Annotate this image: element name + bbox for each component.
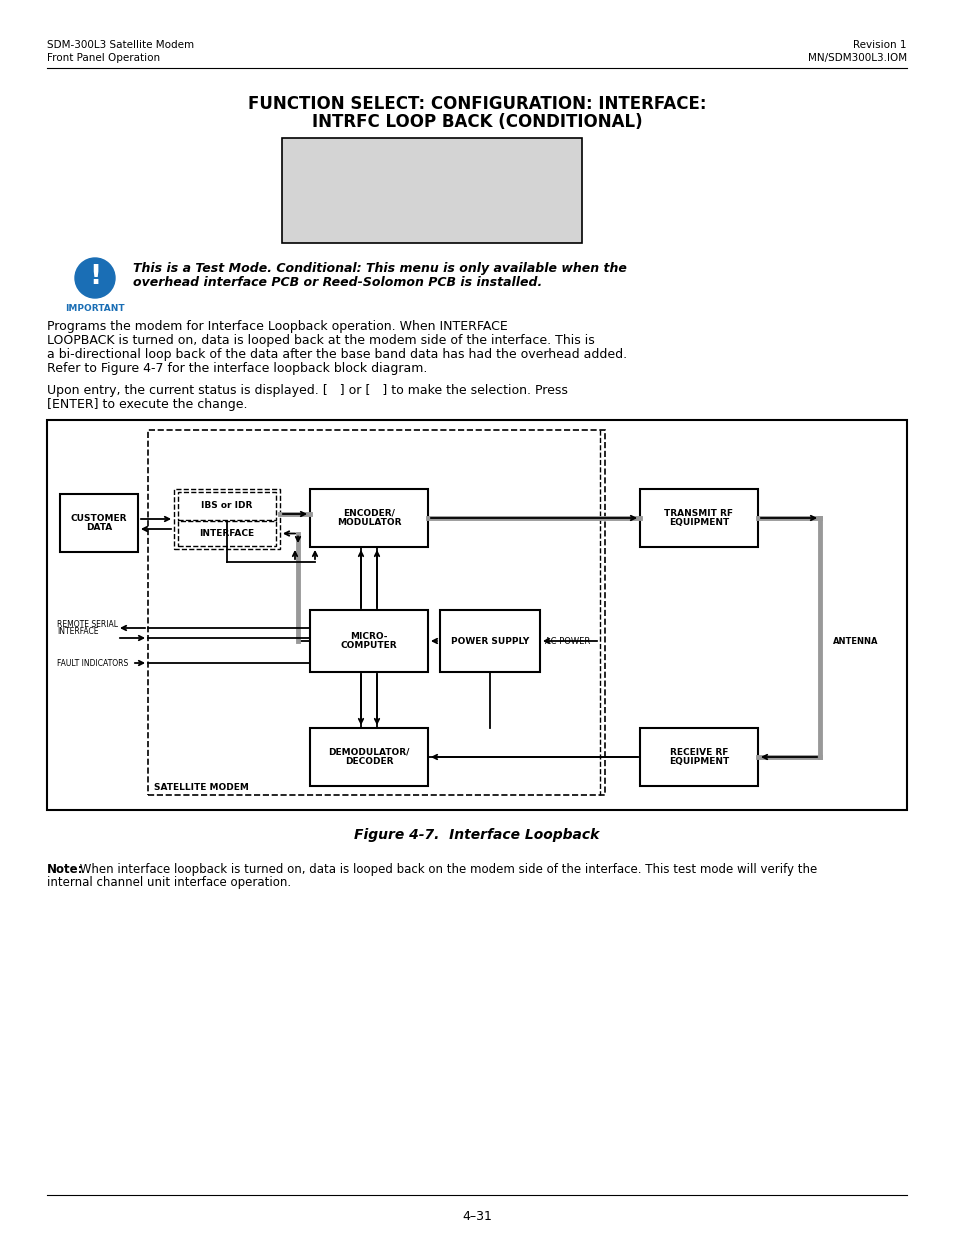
Bar — [47, 420, 906, 810]
Bar — [439, 610, 539, 672]
Text: INTERFACE: INTERFACE — [57, 627, 98, 636]
Text: DECODER: DECODER — [344, 757, 393, 766]
Text: EQUIPMENT: EQUIPMENT — [668, 517, 728, 527]
Text: POWER SUPPLY: POWER SUPPLY — [451, 636, 529, 646]
Text: TRANSMIT RF: TRANSMIT RF — [664, 509, 733, 517]
Text: REMOTE SERIAL: REMOTE SERIAL — [57, 620, 118, 629]
Circle shape — [75, 258, 115, 298]
Text: Figure 4-7.  Interface Loopback: Figure 4-7. Interface Loopback — [354, 827, 599, 842]
Text: [ENTER] to execute the change.: [ENTER] to execute the change. — [47, 398, 247, 411]
Text: IMPORTANT: IMPORTANT — [65, 304, 125, 312]
Text: This is a Test Mode. Conditional: This menu is only available when the: This is a Test Mode. Conditional: This m… — [132, 262, 626, 275]
Text: COMPUTER: COMPUTER — [340, 641, 396, 650]
Text: LOOPBACK is turned on, data is looped back at the modem side of the interface. T: LOOPBACK is turned on, data is looped ba… — [47, 333, 594, 347]
Text: FUNCTION SELECT: CONFIGURATION: INTERFACE:: FUNCTION SELECT: CONFIGURATION: INTERFAC… — [248, 95, 705, 112]
Text: MN/SDM300L3.IOM: MN/SDM300L3.IOM — [807, 53, 906, 63]
Text: AC POWER: AC POWER — [544, 636, 590, 646]
Bar — [173, 489, 280, 550]
Bar — [639, 727, 758, 785]
Text: ANTENNA: ANTENNA — [832, 636, 878, 646]
Bar — [310, 727, 428, 785]
Text: a bi-directional loop back of the data after the base band data has had the over: a bi-directional loop back of the data a… — [47, 348, 626, 361]
Text: internal channel unit interface operation.: internal channel unit interface operatio… — [47, 876, 291, 889]
Bar — [282, 138, 581, 243]
Bar — [178, 521, 275, 546]
Bar — [310, 489, 428, 547]
Text: CUSTOMER: CUSTOMER — [71, 514, 127, 522]
Text: Revision 1: Revision 1 — [853, 40, 906, 49]
Text: Upon entry, the current status is displayed. [   ] or [   ] to make the selectio: Upon entry, the current status is displa… — [47, 384, 567, 396]
Text: DATA: DATA — [86, 524, 112, 532]
Bar — [639, 489, 758, 547]
Text: MICRO-: MICRO- — [350, 632, 387, 641]
Text: When interface loopback is turned on, data is looped back on the modem side of t: When interface loopback is turned on, da… — [76, 863, 817, 876]
Text: Note:: Note: — [47, 863, 84, 876]
Text: Refer to Figure 4-7 for the interface loopback block diagram.: Refer to Figure 4-7 for the interface lo… — [47, 362, 427, 375]
Text: overhead interface PCB or Reed-Solomon PCB is installed.: overhead interface PCB or Reed-Solomon P… — [132, 275, 541, 289]
Text: INTRFC LOOP BACK (CONDITIONAL): INTRFC LOOP BACK (CONDITIONAL) — [312, 112, 641, 131]
Text: Programs the modem for Interface Loopback operation. When INTERFACE: Programs the modem for Interface Loopbac… — [47, 320, 507, 333]
Text: !: ! — [89, 264, 101, 290]
Text: DEMODULATOR/: DEMODULATOR/ — [328, 748, 409, 757]
Bar — [310, 610, 428, 672]
Text: MODULATOR: MODULATOR — [336, 517, 401, 527]
Text: SATELLITE MODEM: SATELLITE MODEM — [153, 783, 249, 792]
Bar — [178, 492, 275, 520]
Text: SDM-300L3 Satellite Modem: SDM-300L3 Satellite Modem — [47, 40, 193, 49]
Bar — [60, 494, 138, 552]
Text: EQUIPMENT: EQUIPMENT — [668, 757, 728, 766]
Text: IBS or IDR: IBS or IDR — [201, 501, 253, 510]
Text: RECEIVE RF: RECEIVE RF — [669, 748, 727, 757]
Text: INTERFACE: INTERFACE — [199, 529, 254, 538]
Text: 4–31: 4–31 — [461, 1210, 492, 1223]
Text: ENCODER/: ENCODER/ — [343, 509, 395, 517]
Text: FAULT INDICATORS: FAULT INDICATORS — [57, 658, 128, 667]
Text: Front Panel Operation: Front Panel Operation — [47, 53, 160, 63]
Bar — [148, 430, 604, 795]
